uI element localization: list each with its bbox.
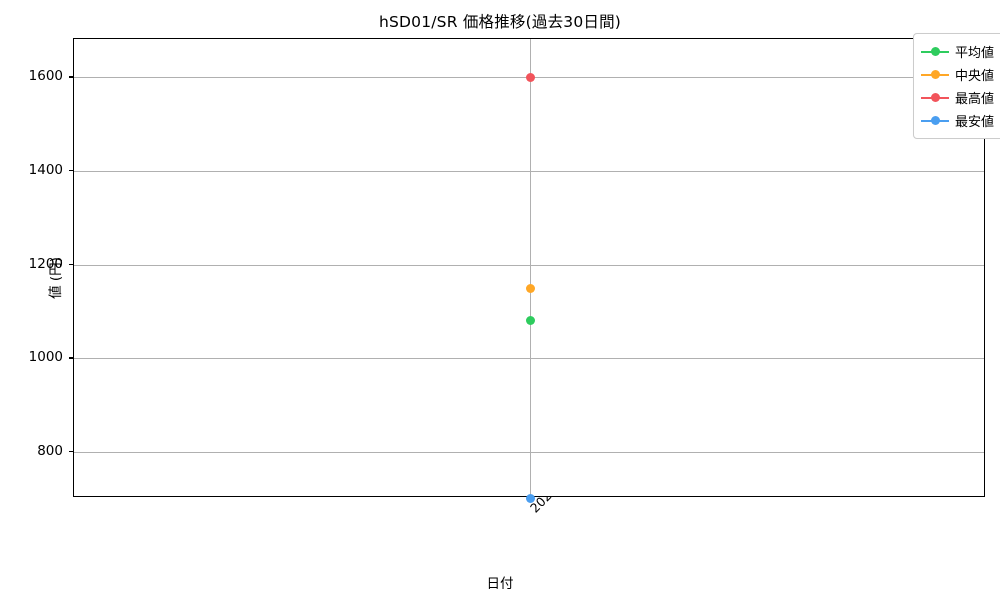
y-tick-label: 1400 — [28, 162, 63, 179]
legend-marker-icon — [921, 69, 949, 81]
legend-item-label: 最安値 — [955, 115, 995, 130]
chart-legend: 平均値中央値最高値最安値 — [913, 33, 1000, 139]
data-point — [525, 283, 535, 293]
x-axis-title: 日付 — [486, 576, 514, 592]
legend-item[interactable]: 最安値 — [921, 109, 1000, 132]
data-point — [525, 316, 535, 326]
y-tick-mark — [69, 76, 73, 78]
y-tick-mark — [69, 170, 73, 172]
legend-item-label: 中央値 — [955, 69, 995, 84]
legend-marker-icon — [921, 115, 949, 127]
legend-item[interactable]: 最高値 — [921, 86, 1000, 109]
y-tick-label: 1000 — [28, 349, 63, 366]
y-axis-title: 値 (円) — [48, 257, 64, 299]
y-tick-label: 1200 — [28, 255, 63, 272]
y-gridline — [74, 171, 984, 173]
y-tick-label: 1600 — [28, 68, 63, 85]
y-gridline — [74, 452, 984, 454]
legend-marker-icon — [921, 46, 949, 58]
legend-item-label: 平均値 — [955, 46, 995, 61]
legend-item-label: 最高値 — [955, 92, 995, 107]
legend-item[interactable]: 中央値 — [921, 63, 1000, 86]
x-gridline — [530, 39, 531, 496]
legend-marker-icon — [921, 92, 949, 104]
y-tick-mark — [69, 263, 73, 266]
y-gridline — [74, 264, 984, 266]
legend-item[interactable]: 平均値 — [921, 40, 1000, 63]
data-point — [525, 72, 535, 82]
plot-area — [73, 38, 985, 504]
y-tick-mark — [69, 357, 73, 359]
data-point — [525, 494, 535, 504]
chart-title: hSD01/SR 価格推移(過去30日間) — [378, 13, 622, 31]
data-layer — [74, 39, 984, 504]
y-tick-mark — [69, 451, 73, 453]
x-tick-label: 2025-11-10 — [527, 454, 589, 516]
y-tick-label: 800 — [37, 443, 63, 460]
y-gridline — [74, 358, 984, 360]
